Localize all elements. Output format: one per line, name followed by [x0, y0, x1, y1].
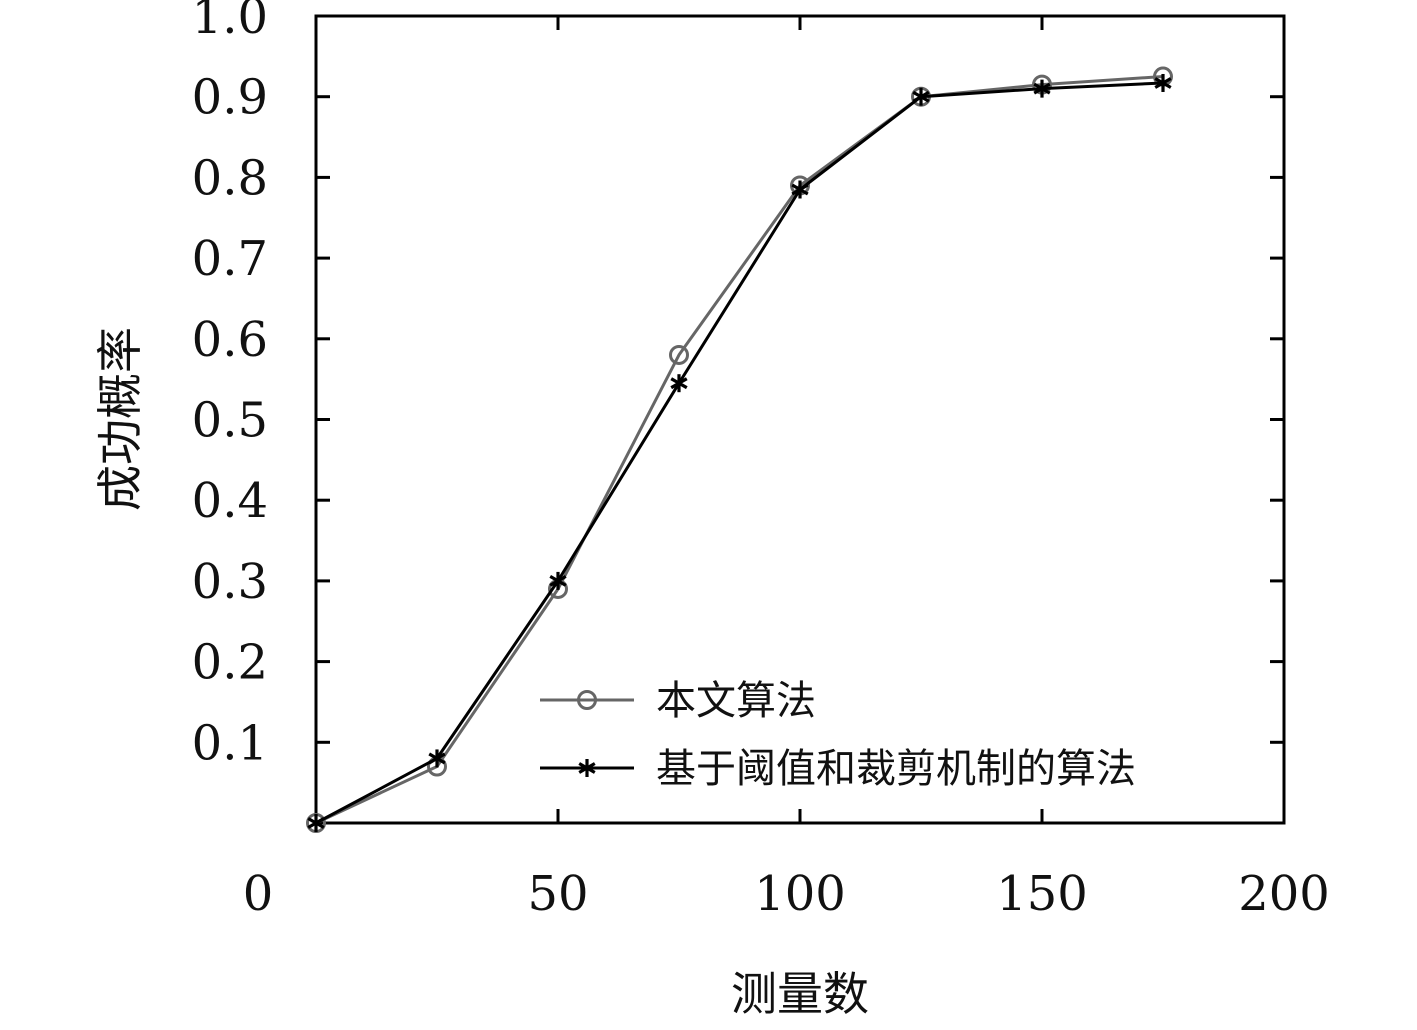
series-2-point — [1154, 73, 1172, 92]
y-tick-label: 0.7 — [192, 231, 268, 287]
legend-label-series-1: 本文算法 — [656, 678, 816, 724]
legend-marker-series-2 — [578, 759, 596, 777]
series-1-point — [669, 344, 689, 365]
series-1-line — [315, 75, 1164, 825]
x-tick-label: 150 — [996, 866, 1088, 922]
x-tick-label: 0 — [243, 866, 274, 922]
series-layer — [306, 66, 1173, 833]
y-tick-label: 0.2 — [192, 635, 268, 691]
y-tick-label: 1.0 — [192, 0, 268, 45]
series-2-point — [428, 749, 446, 768]
legend-label-series-2: 基于阈值和裁剪机制的算法 — [656, 746, 1136, 792]
series-2-point — [912, 87, 930, 106]
y-tick-label: 0.5 — [192, 393, 268, 449]
series-2 — [307, 73, 1172, 832]
y-tick-label: 0.8 — [192, 150, 268, 206]
legend-star-marker — [578, 759, 596, 777]
y-tick-label: 0.1 — [192, 715, 268, 771]
series-2-point — [549, 571, 567, 590]
series-2-line — [315, 81, 1164, 825]
y-tick-label: 0.6 — [192, 312, 268, 368]
legend: 本文算法 基于阈值和裁剪机制的算法 — [540, 678, 1136, 792]
y-ticks: 0.1 0.2 0.3 0.4 0.5 0.6 0.7 0.8 0.9 1.0 — [192, 0, 1284, 771]
series-2-point — [307, 814, 325, 832]
y-tick-label: 0.4 — [192, 473, 268, 529]
x-tick-label: 50 — [527, 866, 588, 922]
series-2-point — [670, 374, 688, 393]
x-tick-label: 200 — [1238, 866, 1330, 922]
series-2-point — [791, 180, 809, 199]
x-ticks: 0 50 100 150 200 — [243, 16, 1330, 922]
x-tick-label: 100 — [754, 866, 846, 922]
y-tick-label: 0.9 — [192, 70, 268, 126]
legend-marker-series-1 — [577, 690, 597, 710]
legend-circle-marker — [577, 690, 597, 710]
y-tick-label: 0.3 — [192, 554, 268, 610]
x-axis-title: 测量数 — [731, 967, 869, 1021]
series-2-point — [1033, 79, 1051, 98]
y-axis-title: 成功概率 — [93, 327, 147, 511]
